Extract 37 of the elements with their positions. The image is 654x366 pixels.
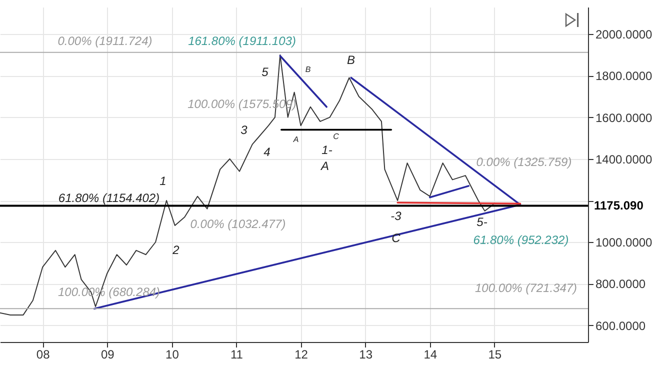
y-tick-label: 800.0000 (596, 277, 646, 292)
annotation: -3 (390, 209, 402, 223)
y-tick-label: 600.0000 (596, 318, 646, 333)
annotation: 1 (160, 174, 166, 188)
y-tick-label: 2000.0000 (596, 28, 653, 42)
annotation: 100.00% (721.347) (474, 281, 578, 295)
annotation: C (333, 132, 340, 141)
y-tick-label: 1800.0000 (596, 69, 653, 84)
annotation: 0.00% (1325.759) (476, 155, 572, 169)
y-tick-label: 1400.0000 (596, 152, 653, 166)
x-tick-label: 14 (424, 348, 438, 362)
annotation: 61.80% (1154.402) (58, 191, 160, 205)
x-tick-label: 09 (100, 348, 115, 362)
ref-line-label: 1175.090 (594, 198, 644, 213)
annotation: 0.00% (1911.724) (58, 34, 152, 48)
annotation: A (320, 159, 330, 173)
x-tick-label: 08 (36, 348, 50, 362)
annotation: B (346, 53, 356, 67)
annotation: 4 (264, 145, 271, 159)
annotation: 1- (322, 143, 332, 157)
x-tick-label: 10 (166, 348, 180, 362)
x-tick-label: 15 (488, 348, 502, 362)
annotation: 161.80% (1911.103) (188, 34, 296, 48)
annotation: C (392, 231, 401, 245)
y-tick-label: 1000.0000 (596, 236, 653, 250)
annotation: 3 (240, 123, 248, 137)
y-tick-label: 1600.0000 (596, 110, 653, 125)
x-tick-label: 11 (230, 348, 244, 362)
x-tick-label: 12 (294, 348, 308, 362)
annotation: 5 (262, 65, 269, 79)
x-tick-label: 13 (359, 348, 373, 362)
annotation: A (292, 135, 299, 144)
annotation: 61.80% (952.232) (473, 233, 569, 247)
annotation: 5- (476, 215, 488, 229)
annotation: B (305, 65, 312, 74)
annotation: 2 (172, 243, 180, 257)
annotation: 0.00% (1032.477) (190, 217, 286, 231)
